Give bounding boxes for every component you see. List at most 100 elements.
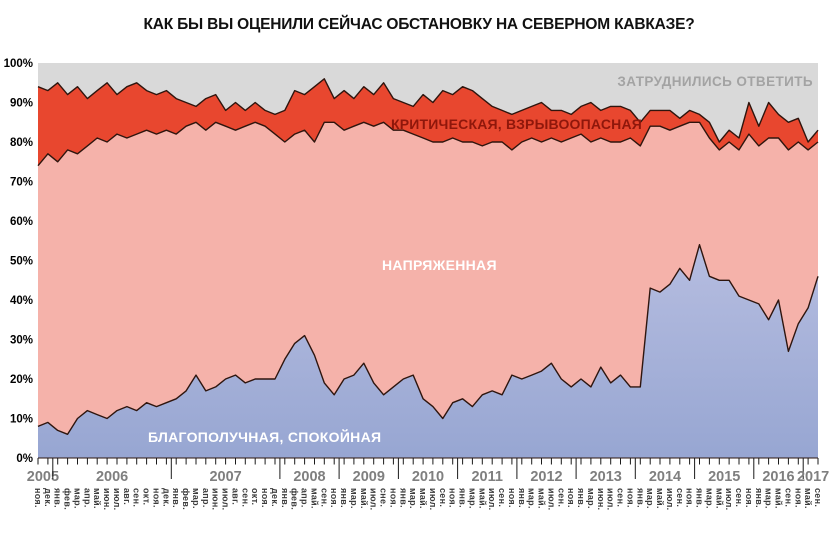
- month-label: янв.: [458, 488, 468, 508]
- month-label: сен.: [616, 488, 626, 507]
- month-label: июн.: [102, 488, 112, 510]
- month-label: сен.: [675, 488, 685, 507]
- month-label: мар.: [408, 488, 418, 509]
- month-label: мар.: [645, 488, 655, 509]
- month-label: дек.: [161, 488, 171, 507]
- month-label: июн.: [211, 488, 221, 510]
- month-label: май.: [537, 488, 547, 509]
- month-label: авг.: [122, 488, 132, 505]
- year-label: 2017: [797, 469, 829, 485]
- month-label: май.: [418, 488, 428, 509]
- month-label: мар.: [764, 488, 774, 509]
- month-label: ноя.: [448, 488, 458, 508]
- month-label: май.: [655, 488, 665, 509]
- month-label: дек.: [43, 488, 53, 507]
- month-label: янв.: [171, 488, 181, 508]
- year-label: 2008: [293, 469, 325, 485]
- y-axis-label: 30%: [10, 335, 33, 347]
- month-label: мар.: [704, 488, 714, 509]
- month-label: май.: [774, 488, 784, 509]
- month-label: янв.: [576, 488, 586, 508]
- year-label: 2006: [96, 469, 128, 485]
- month-label: ноя.: [260, 488, 270, 508]
- label-calm-series: БЛАГОПОЛУЧНАЯ, СПОКОЙНАЯ: [148, 429, 382, 445]
- month-label: май.: [714, 488, 724, 509]
- month-label: янв.: [754, 488, 764, 508]
- month-label: ноя.: [793, 488, 803, 508]
- month-label: янв.: [339, 488, 349, 508]
- month-label: май.: [477, 488, 487, 509]
- y-axis-label: 0%: [16, 453, 33, 465]
- month-label: янв.: [695, 488, 705, 508]
- month-label: ноя.: [507, 488, 517, 508]
- month-label: апр.: [201, 488, 211, 508]
- month-label: окт.: [142, 488, 152, 505]
- month-label: сен.: [240, 488, 250, 507]
- month-label: июл.: [665, 488, 675, 510]
- y-axis-label: 90%: [10, 98, 33, 110]
- year-label: 2009: [353, 469, 385, 485]
- month-label: сен.: [132, 488, 142, 507]
- label-tense-series: НАПРЯЖЕННАЯ: [382, 257, 497, 273]
- month-label: май.: [310, 488, 320, 509]
- month-label: мар.: [467, 488, 477, 509]
- year-label: 2015: [708, 469, 740, 485]
- month-label: июн.: [596, 488, 606, 510]
- month-label: сен.: [497, 488, 507, 507]
- month-label: янв.: [517, 488, 527, 508]
- boundary-tense-top: [37, 121, 819, 167]
- year-label: 2005: [27, 469, 59, 485]
- chart-title: КАК БЫ ВЫ ОЦЕНИЛИ СЕЙЧАС ОБСТАНОВКУ НА С…: [143, 16, 695, 33]
- y-axis-label: 40%: [10, 295, 33, 307]
- area-calm: [38, 244, 818, 458]
- year-label: 2010: [412, 469, 444, 485]
- month-label: апр.: [82, 488, 92, 508]
- month-label: янв.: [53, 488, 63, 508]
- month-label: фев.: [63, 488, 73, 510]
- month-label: ноя.: [33, 488, 43, 508]
- year-label: 2011: [471, 469, 502, 485]
- year-label: 2016: [762, 469, 794, 485]
- y-axis-label: 80%: [10, 137, 33, 149]
- year-label: 2007: [209, 469, 241, 485]
- month-label: сен.: [783, 488, 793, 507]
- year-label: 2014: [649, 469, 681, 485]
- month-label: сен.: [556, 488, 566, 507]
- month-label: сне.: [379, 488, 389, 507]
- month-label: мар.: [349, 488, 359, 509]
- month-label: ноя.: [388, 488, 398, 508]
- month-label: май.: [92, 488, 102, 509]
- month-label: мар.: [586, 488, 596, 509]
- y-axis-label: 70%: [10, 177, 33, 189]
- month-label: сен.: [319, 488, 329, 507]
- month-label: апр.: [300, 488, 310, 508]
- month-label: сен.: [813, 488, 823, 507]
- month-label: май.: [803, 488, 813, 509]
- boundary-critical-top: [37, 78, 819, 143]
- month-label: окт.: [250, 488, 260, 505]
- month-label: ноя.: [566, 488, 576, 508]
- month-label: июл.: [606, 488, 616, 510]
- month-label: июл.: [369, 488, 379, 510]
- month-label: мар.: [191, 488, 201, 509]
- y-axis-label: 100%: [4, 58, 33, 70]
- month-label: май.: [359, 488, 369, 509]
- month-label: мар.: [527, 488, 537, 509]
- month-label: ноя.: [744, 488, 754, 508]
- month-label: июл.: [487, 488, 497, 510]
- year-label: 2013: [590, 469, 622, 485]
- month-label: июл.: [428, 488, 438, 510]
- month-label: ноя.: [329, 488, 339, 508]
- month-label: фев.: [181, 488, 191, 510]
- month-label: июл.: [546, 488, 556, 510]
- month-label: янв.: [398, 488, 408, 508]
- month-label: ноя.: [625, 488, 635, 508]
- y-axis-label: 60%: [10, 216, 33, 228]
- label-critical-series: КРИТИЧЕСКАЯ, ВЗРЫВООПАСНАЯ: [391, 116, 643, 132]
- month-label: сен.: [438, 488, 448, 507]
- y-axis-label: 50%: [10, 256, 33, 268]
- month-label: мар.: [73, 488, 83, 509]
- month-label: ноя.: [685, 488, 695, 508]
- month-label: авг.: [231, 488, 241, 505]
